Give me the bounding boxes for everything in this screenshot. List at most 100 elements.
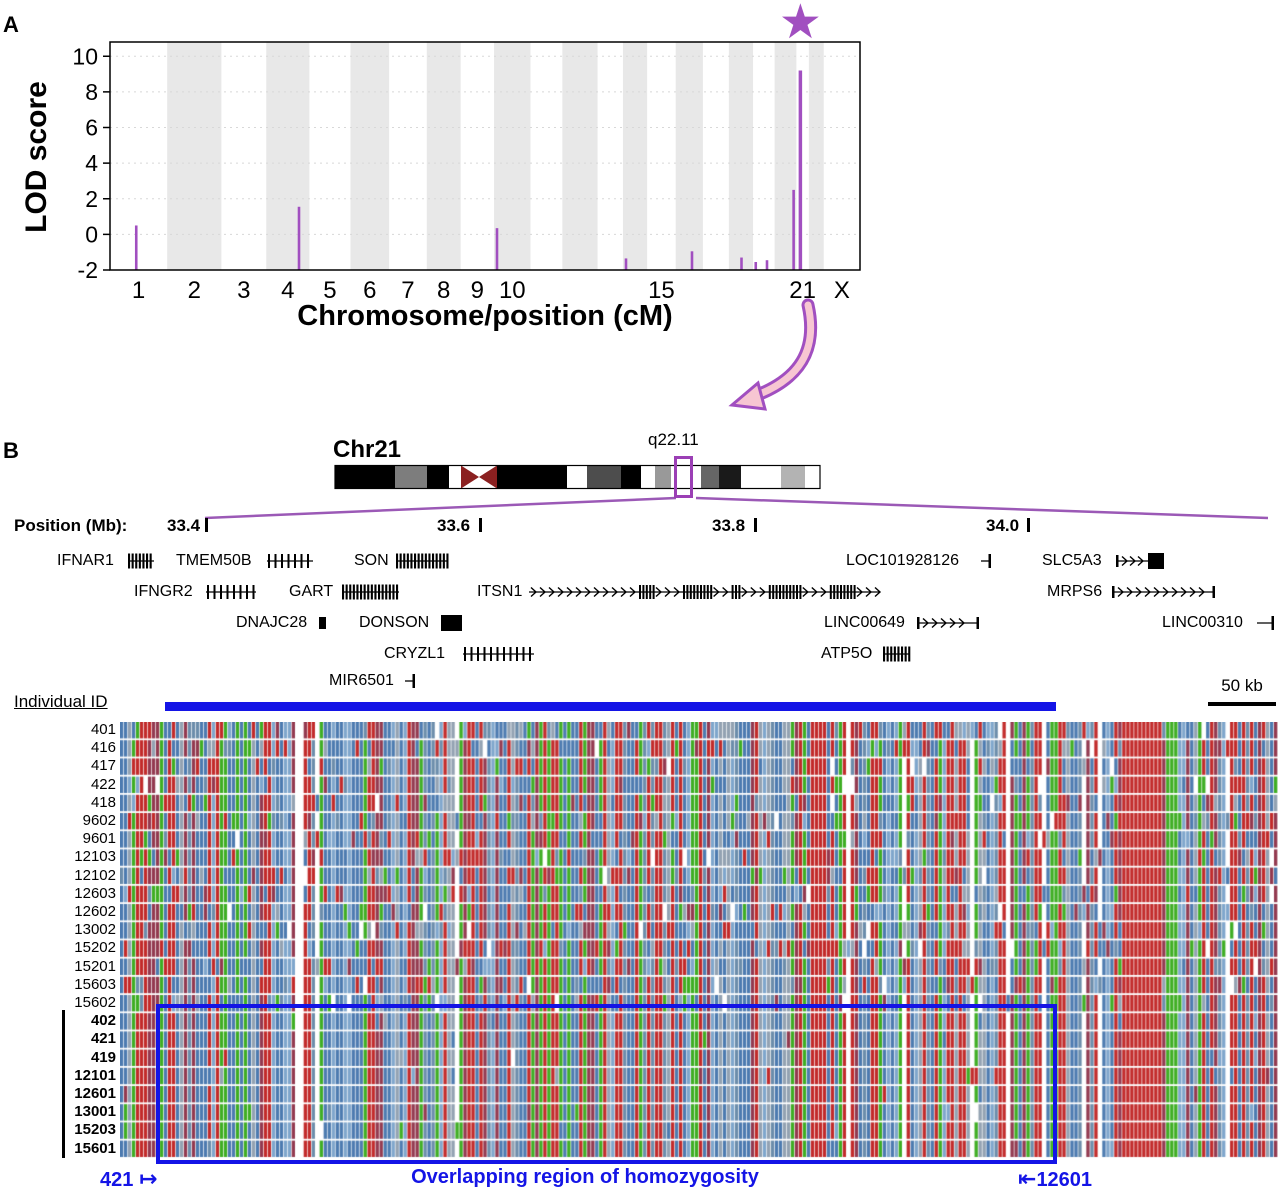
arrow-to-bar-icon: ⇤ <box>1018 1166 1037 1191</box>
gene-label-slc5a3: SLC5A3 <box>1042 552 1102 569</box>
gene-glyph-cryzl1 <box>463 644 538 669</box>
gene-label-tmem50b: TMEM50B <box>176 552 252 569</box>
y-tick-label: 6 <box>85 115 98 141</box>
family-bracket-line <box>62 1010 65 1158</box>
x-tick-label: 3 <box>237 277 250 304</box>
gene-label-ifnar1: IFNAR1 <box>57 552 114 569</box>
zoom-connector-lines <box>204 496 1269 520</box>
x-tick-label: 21 <box>789 277 816 304</box>
individual-id-12102: 12102 <box>74 866 116 884</box>
individual-id-12103: 12103 <box>74 848 116 866</box>
gene-glyph-son <box>396 551 452 576</box>
individual-id-15202: 15202 <box>74 939 116 957</box>
x-tick-label: 1 <box>132 277 145 304</box>
individual-id-13002: 13002 <box>74 921 116 939</box>
x-tick-label: 9 <box>471 277 484 304</box>
candidate-region-bar <box>165 702 1056 711</box>
individual-id-422: 422 <box>90 775 116 793</box>
gene-glyph-mir6501 <box>405 671 419 696</box>
individual-id-12601: 12601 <box>74 1085 116 1102</box>
caption-right-boundary: ⇤12601 <box>1018 1166 1092 1192</box>
homozygosity-region-box <box>156 1004 1057 1164</box>
chr21-ideogram <box>334 464 821 490</box>
x-tick-label: 7 <box>401 277 414 304</box>
gene-label-itsn1: ITSN1 <box>477 583 523 600</box>
individual-id-15603: 15603 <box>74 975 116 993</box>
gene-label-atp5o: ATP5O <box>821 645 873 662</box>
gene-label-dnajc28: DNAJC28 <box>236 614 308 631</box>
y-tick-label: 10 <box>72 43 98 69</box>
individual-id-12602: 12602 <box>74 903 116 920</box>
individual-id-13001: 13001 <box>74 1103 116 1121</box>
gene-label-mir6501: MIR6501 <box>329 672 394 689</box>
x-tick-label: X <box>834 277 850 304</box>
centromere-icon <box>461 465 479 489</box>
x-axis-title: Chromosome/position (cM) <box>297 300 673 332</box>
zoom-arrow-icon <box>728 298 818 411</box>
x-tick-label: 10 <box>499 277 526 304</box>
gene-label-son: SON <box>354 552 389 569</box>
individual-id-421: 421 <box>90 1030 116 1048</box>
individual-id-12603: 12603 <box>74 884 116 902</box>
individual-id-9602: 9602 <box>82 812 116 829</box>
x-tick-label: 8 <box>437 277 450 304</box>
individual-id-417: 417 <box>90 757 116 775</box>
gene-glyph-linc00310 <box>1257 613 1278 638</box>
individual-id-9601: 9601 <box>82 830 116 848</box>
caption-left-boundary: 421 ↦ <box>100 1166 157 1192</box>
gene-label-gart: GART <box>289 583 334 600</box>
gene-label-donson: DONSON <box>359 614 430 631</box>
scale-bar-label: 50 kb <box>1221 676 1263 695</box>
position-tick-mark <box>754 518 757 532</box>
position-tick-label: 34.0 <box>986 516 1020 535</box>
position-tick-label: 33.6 <box>437 516 471 535</box>
x-tick-label: 2 <box>188 277 201 304</box>
individual-id-15203: 15203 <box>74 1121 116 1139</box>
maps-to-arrow-icon: ↦ <box>138 1166 158 1191</box>
x-tick-label: 4 <box>281 277 294 304</box>
y-tick-label: 0 <box>85 221 98 247</box>
y-axis-title: LOD score <box>20 81 53 233</box>
gene-label-linc00649: LINC00649 <box>824 614 905 631</box>
gene-label-linc00310: LINC00310 <box>1162 614 1243 631</box>
individual-id-15201: 15201 <box>74 957 116 975</box>
gene-glyph-tmem50b <box>267 551 317 576</box>
centromere-icon <box>479 465 497 489</box>
gene-label-mrps6: MRPS6 <box>1047 583 1103 600</box>
y-tick-label: 8 <box>85 79 98 105</box>
individual-id-15602: 15602 <box>74 994 116 1011</box>
gene-label-cryzl1: CRYZL1 <box>384 645 446 662</box>
individual-id-15601: 15601 <box>74 1139 116 1157</box>
position-tick-mark <box>1027 518 1030 532</box>
individual-id-419: 419 <box>90 1048 116 1066</box>
position-axis-label: Position (Mb): <box>14 516 128 535</box>
caption-right-id: 12601 <box>1036 1169 1093 1191</box>
position-tick-mark <box>205 518 208 532</box>
gene-glyph-ifngr2 <box>206 582 260 607</box>
gene-glyph-donson <box>441 613 466 638</box>
individual-id-header: Individual ID <box>14 692 108 711</box>
position-tick-mark <box>479 518 482 532</box>
x-tick-label: 6 <box>363 277 376 304</box>
caption-left-id: 421 <box>100 1169 134 1191</box>
cytoband-label: q22.11 <box>648 430 699 449</box>
gene-glyph-atp5o <box>883 644 914 669</box>
gene-glyph-itsn1 <box>529 582 883 607</box>
cytoband-highlight-box <box>674 456 693 498</box>
star-icon: ★ <box>779 0 822 49</box>
x-tick-label: 15 <box>648 277 675 304</box>
gene-label-ifngr2: IFNGR2 <box>134 583 193 600</box>
gene-glyph-ifnar1 <box>128 551 158 576</box>
individual-id-401: 401 <box>90 721 116 738</box>
position-tick-label: 33.4 <box>167 516 201 535</box>
gene-label-loc101928126: LOC101928126 <box>846 552 959 569</box>
gene-glyph-gart <box>342 582 403 607</box>
individual-id-418: 418 <box>90 793 116 811</box>
individual-id-12101: 12101 <box>74 1066 116 1084</box>
scale-bar <box>1208 702 1276 706</box>
panel-b-label: B <box>3 438 19 463</box>
individual-id-402: 402 <box>90 1012 116 1030</box>
chromosome-title: Chr21 <box>333 436 402 463</box>
y-tick-label: 2 <box>85 186 98 212</box>
